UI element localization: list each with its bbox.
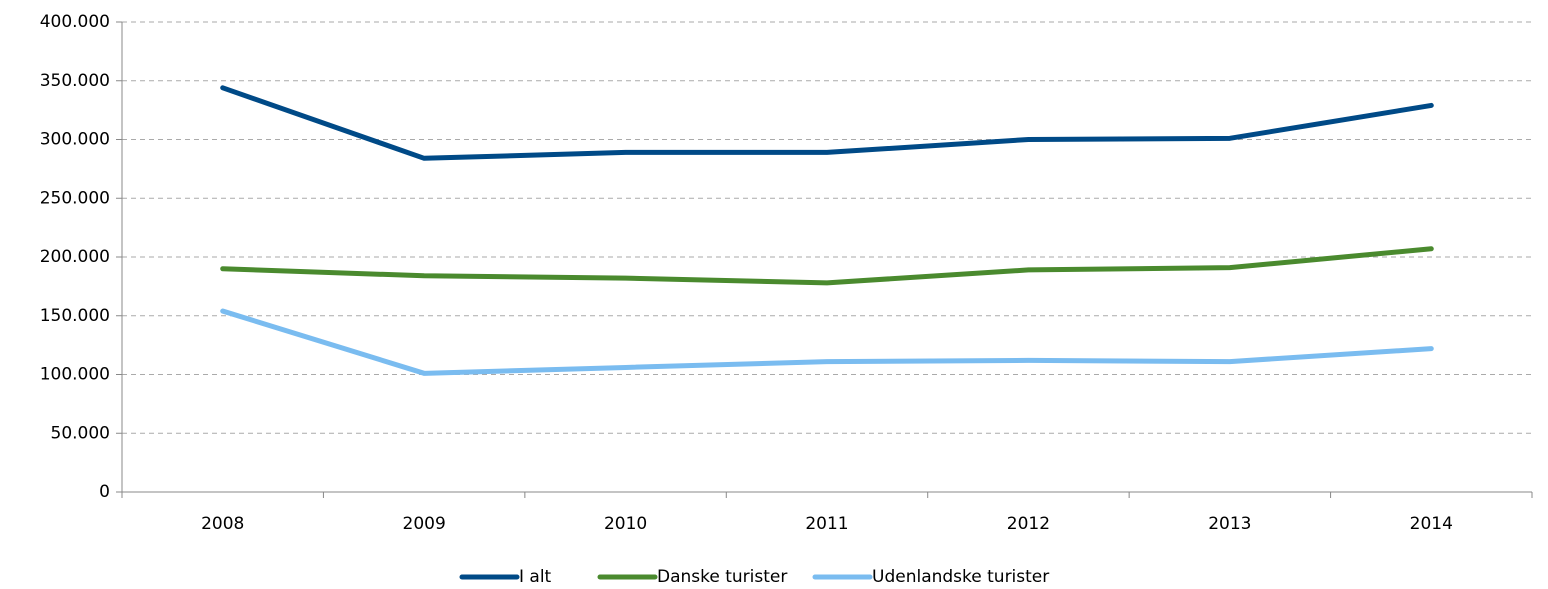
series-line	[220, 308, 1434, 376]
y-tick-label: 150.000	[40, 306, 110, 326]
x-tick-label: 2010	[604, 514, 647, 534]
x-tick-label: 2014	[1410, 514, 1453, 534]
x-tick-label: 2008	[201, 514, 244, 534]
y-tick-label: 350.000	[40, 71, 110, 91]
y-tick-label: 300.000	[40, 130, 110, 150]
y-tick-label: 0	[99, 482, 110, 502]
series-line	[220, 246, 1434, 286]
y-tick-label: 400.000	[40, 12, 110, 32]
x-tick-label: 2009	[403, 514, 446, 534]
series-line	[220, 85, 1434, 161]
legend-label: I alt	[519, 567, 552, 587]
x-tick-label: 2011	[805, 514, 848, 534]
y-tick-label: 200.000	[40, 247, 110, 267]
y-tick-label: 250.000	[40, 188, 110, 208]
legend-label: Danske turister	[657, 567, 787, 587]
y-tick-label: 100.000	[40, 365, 110, 385]
x-tick-label: 2013	[1208, 514, 1251, 534]
legend-label: Udenlandske turister	[872, 567, 1049, 587]
x-tick-label: 2012	[1007, 514, 1050, 534]
y-tick-label: 50.000	[51, 423, 110, 443]
